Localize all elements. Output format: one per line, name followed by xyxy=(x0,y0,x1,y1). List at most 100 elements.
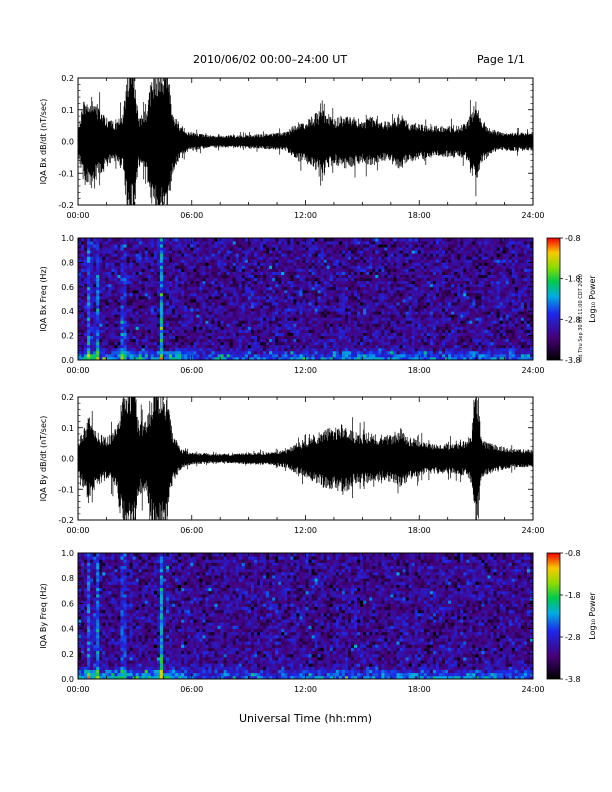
spectrogram-cell xyxy=(326,238,331,242)
spectrogram-cell xyxy=(238,274,243,279)
spectrogram-cell xyxy=(402,356,406,360)
spectrogram-cell xyxy=(205,262,209,266)
spectrogram-cell xyxy=(435,350,440,355)
spectrogram-cell xyxy=(284,238,288,242)
spectrogram-cell xyxy=(165,323,170,327)
spectrogram-cell xyxy=(375,347,379,352)
spectrogram-cell xyxy=(378,323,382,327)
spectrogram-cell xyxy=(332,320,337,324)
spectrogram-cell xyxy=(317,350,322,355)
spectrogram-cell xyxy=(238,238,243,242)
spectrogram-cell xyxy=(172,280,176,285)
spectrogram-cell xyxy=(108,344,112,349)
spectrogram-cell xyxy=(263,253,267,257)
spectrogram-cell xyxy=(293,323,297,327)
spectrogram-cell xyxy=(399,311,403,315)
spectrogram-cell xyxy=(220,341,224,346)
spectrogram-cell xyxy=(381,292,385,297)
spectrogram-cell xyxy=(208,247,212,251)
spectrogram-cell xyxy=(293,317,297,321)
spectrogram-cell xyxy=(284,295,288,300)
spectrogram-cell xyxy=(184,308,188,312)
spectrogram-cell xyxy=(411,320,416,324)
spectrogram-cell xyxy=(141,341,146,346)
spectrogram-cell xyxy=(317,299,322,303)
spectrogram-cell xyxy=(369,314,373,318)
spectrogram-cell xyxy=(244,244,249,248)
spectrogram-cell xyxy=(369,356,373,360)
spectrogram-cell xyxy=(347,274,352,279)
spectrogram-cell xyxy=(105,335,109,340)
spectrogram-cell xyxy=(375,277,379,282)
spectrogram-cell xyxy=(284,332,288,336)
spectrogram-cell xyxy=(299,244,303,248)
spectrogram-cell xyxy=(123,320,127,324)
spectrogram-cell xyxy=(278,265,282,269)
spectrogram-cell xyxy=(287,323,291,327)
spectrogram-cell xyxy=(156,241,161,245)
spectrogram-cell xyxy=(93,302,97,306)
spectrogram-cell xyxy=(147,295,152,300)
spectrogram-cell xyxy=(87,314,91,318)
spectrogram-cell xyxy=(384,289,388,294)
spectrogram-cell xyxy=(326,241,331,245)
spectrogram-cell xyxy=(269,323,273,327)
spectrogram-cell xyxy=(217,295,221,300)
spectrogram-cell xyxy=(396,323,400,327)
spectrogram-cell xyxy=(429,280,434,285)
spectrogram-cell xyxy=(232,323,237,327)
spectrogram-cell xyxy=(417,344,422,349)
spectrogram-cell xyxy=(190,283,194,288)
spectrogram-cell xyxy=(123,338,127,343)
spectrogram-cell xyxy=(165,271,170,275)
spectrogram-cell xyxy=(366,277,370,282)
spectrogram-cell xyxy=(126,271,130,275)
spectrogram-cell xyxy=(229,280,234,285)
spectrogram-cell xyxy=(156,350,161,355)
spectrogram-cell xyxy=(323,347,328,352)
spectrogram-cell xyxy=(138,253,143,257)
spectrogram-cell xyxy=(193,253,197,257)
spectrogram-cell xyxy=(181,311,185,315)
spectrogram-cell xyxy=(165,253,170,257)
spectrogram-cell xyxy=(93,241,97,245)
spectrogram-cell xyxy=(181,238,185,242)
spectrogram-cell xyxy=(357,305,361,309)
spectrogram-cell xyxy=(187,338,191,343)
spectrogram-cell xyxy=(275,326,279,330)
spectrogram-cell xyxy=(402,341,406,346)
spectrogram-cell xyxy=(435,344,440,349)
spectrogram-cell xyxy=(354,314,358,318)
spectrogram-cell xyxy=(366,320,370,324)
spectrogram-cell xyxy=(278,262,282,266)
spectrogram-cell xyxy=(153,314,158,318)
spectrogram-cell xyxy=(238,277,243,282)
spectrogram-cell xyxy=(275,271,279,275)
spectrogram-cell xyxy=(408,286,413,291)
spectrogram-cell xyxy=(317,329,322,333)
spectrogram-cell xyxy=(442,347,446,352)
spectrogram-cell xyxy=(408,271,413,275)
spectrogram-cell xyxy=(117,344,121,349)
spectrogram-cell xyxy=(181,299,185,303)
spectrogram-cell xyxy=(402,326,406,330)
spectrogram-cell xyxy=(220,262,224,266)
spectrogram-cell xyxy=(178,326,182,330)
spectrogram-cell xyxy=(99,302,103,306)
spectrogram-cell xyxy=(78,326,82,330)
spectrogram-cell xyxy=(278,323,282,327)
spectrogram-cell xyxy=(302,341,306,346)
spectrogram-cell xyxy=(429,326,434,330)
spectrogram-cell xyxy=(178,311,182,315)
spectrogram-cell xyxy=(405,332,410,336)
spectrogram-cell xyxy=(211,317,215,321)
spectrogram-cell xyxy=(399,338,403,343)
spectrogram-cell xyxy=(311,317,315,321)
spectrogram-cell xyxy=(338,262,343,266)
spectrogram-cell xyxy=(117,250,121,254)
spectrogram-cell xyxy=(247,256,252,260)
spectrogram-cell xyxy=(363,326,367,330)
spectrogram-cell xyxy=(147,262,152,266)
spectrogram-cell xyxy=(432,326,437,330)
spectrogram-cell xyxy=(84,332,88,336)
